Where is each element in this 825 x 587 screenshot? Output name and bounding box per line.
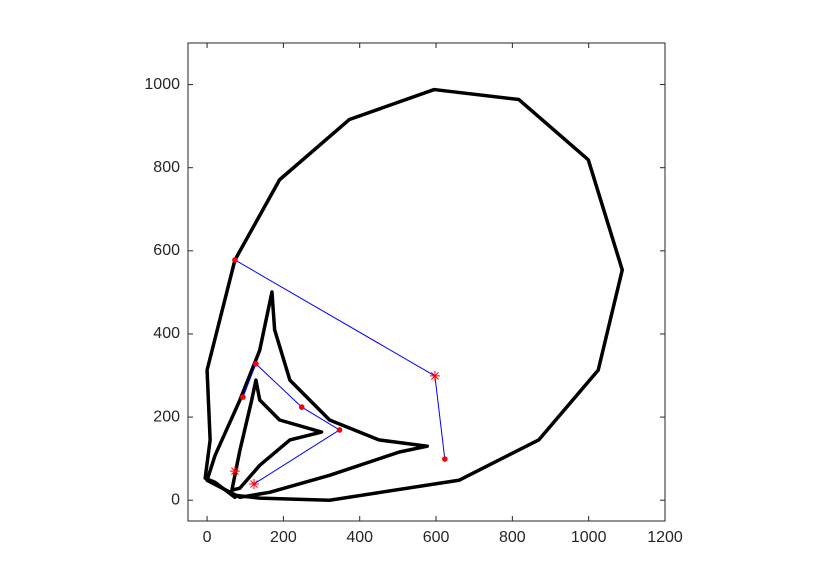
star-marker [229,466,240,477]
y-tick-label: 800 [153,159,180,176]
y-tick-label: 600 [153,242,180,259]
star-marker [429,370,440,381]
x-tick-label: 1200 [647,529,683,546]
x-tick-label: 600 [423,529,450,546]
x-tick-label: 400 [346,529,373,546]
curve [203,87,625,502]
dot-marker [240,394,246,400]
star-marker [249,479,260,490]
dot-marker [336,427,343,433]
dot-marker [442,456,448,462]
x-tick-label: 1000 [571,529,607,546]
dot-marker [298,404,305,410]
axes-box [187,42,666,522]
y-tick-label: 200 [153,408,180,425]
dot-marker [232,257,238,263]
dot-marker [253,361,259,367]
curve [205,290,430,500]
x-tick-label: 0 [203,529,212,546]
x-tick-label: 800 [499,529,526,546]
y-tick-label: 0 [171,491,180,508]
y-tick-label: 400 [153,325,180,342]
curve [230,378,324,492]
y-tick-label: 1000 [144,76,180,93]
x-tick-label: 200 [270,529,297,546]
